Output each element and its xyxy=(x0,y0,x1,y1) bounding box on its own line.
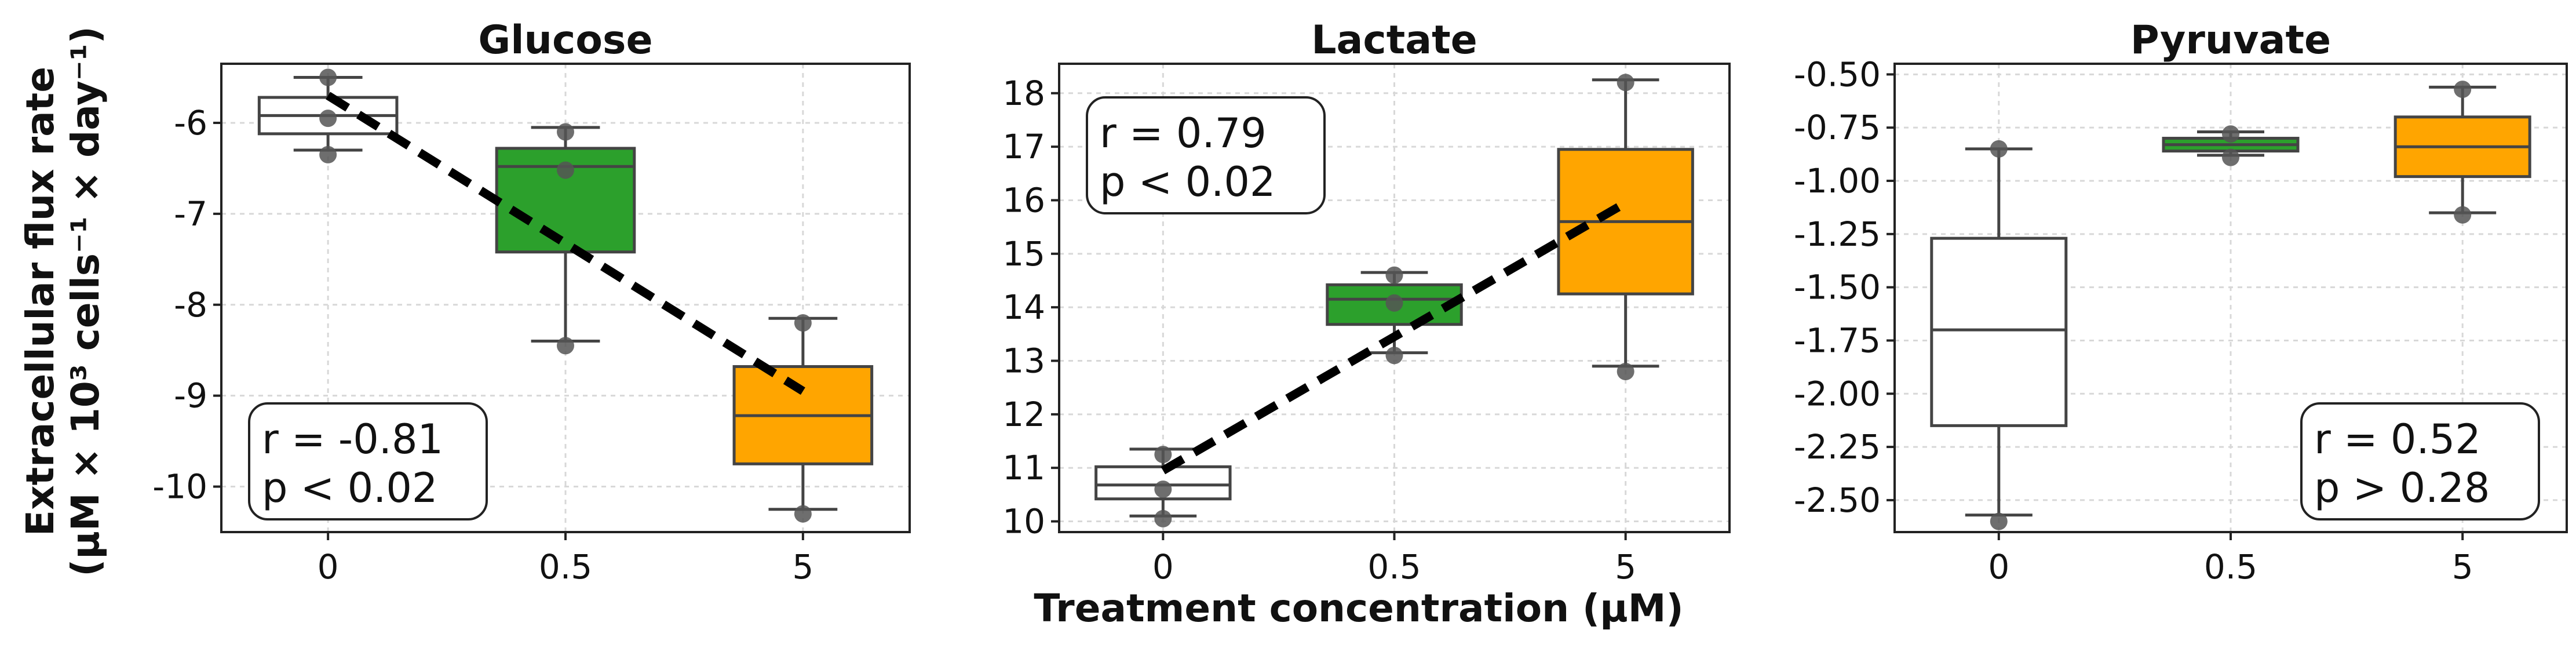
stats-annotation: r = 0.79p < 0.02 xyxy=(1086,96,1326,214)
x-tick-label: 5 xyxy=(2452,547,2473,587)
y-tick-label: 18 xyxy=(1002,74,1045,113)
y-tick-label: 16 xyxy=(1002,180,1045,220)
y-tick-label: -1.50 xyxy=(1794,268,1881,307)
x-axis-label: Treatment concentration (µM) xyxy=(1034,586,1683,631)
box-5 xyxy=(1557,74,1694,380)
y-tick-label: -1.25 xyxy=(1794,214,1881,254)
data-point xyxy=(1385,266,1403,284)
box-0 xyxy=(257,68,399,163)
y-tick-label: -6 xyxy=(174,103,207,143)
data-point xyxy=(1154,480,1172,498)
x-tick-label: 0 xyxy=(1152,547,1174,587)
data-point xyxy=(2454,206,2472,224)
data-point xyxy=(557,337,574,355)
data-point xyxy=(1617,362,1634,380)
y-tick-label: -8 xyxy=(174,285,207,325)
data-point xyxy=(1385,294,1403,312)
y-tick-label: -10 xyxy=(152,467,207,507)
box-0.5 xyxy=(2162,125,2300,166)
y-tick-label: 14 xyxy=(1002,287,1045,327)
annotation-p: p < 0.02 xyxy=(262,464,437,512)
x-tick-label: 0.5 xyxy=(2204,547,2257,587)
box-0.5 xyxy=(1326,266,1463,365)
data-point xyxy=(1990,512,2008,530)
annotation-p: p > 0.28 xyxy=(2314,464,2490,512)
data-point xyxy=(2454,81,2472,99)
y-tick-label: -2.00 xyxy=(1794,374,1881,413)
data-point xyxy=(319,110,337,128)
y-tick-label: 10 xyxy=(1002,502,1045,541)
panel-glucose: -10 -9 -8 -7 -6 0 0.5 5 Glucose r = -0.81p < 0.02 xyxy=(152,17,911,587)
data-point xyxy=(2222,125,2239,143)
data-point xyxy=(319,68,337,86)
box-0 xyxy=(1930,140,2068,530)
x-tick-label: 5 xyxy=(792,547,813,587)
annotation-box xyxy=(1086,96,1326,214)
panel-lactate: 10 11 12 13 14 15 16 17 18 0 0.5 5 Lactate r = 0.79p … xyxy=(1002,17,1731,587)
panel-title: Pyruvate xyxy=(2130,17,2331,63)
annotation-r: r = 0.52 xyxy=(2314,416,2481,463)
x-tick-label: 0.5 xyxy=(539,547,592,587)
box-iqr xyxy=(1930,236,2068,427)
y-axis-label-line2: (µM × 10³ cells⁻¹ × day⁻¹) xyxy=(63,26,108,577)
y-tick-label: 13 xyxy=(1002,341,1045,381)
y-tick-label: -1.00 xyxy=(1794,161,1881,201)
y-tick-label: -0.75 xyxy=(1794,108,1881,147)
data-point xyxy=(1990,140,2008,158)
y-tick-label: 11 xyxy=(1002,448,1045,487)
data-point xyxy=(1385,347,1403,365)
data-point xyxy=(1154,509,1172,527)
data-point xyxy=(794,314,812,332)
annotation-box xyxy=(2300,402,2540,520)
data-point xyxy=(2222,148,2239,166)
x-tick-label: 0 xyxy=(1988,547,2009,587)
annotation-box xyxy=(248,402,488,520)
y-axis-label-line1: Extracellular flux rate xyxy=(18,67,63,536)
box-0 xyxy=(1094,446,1232,527)
y-tick-label: -1.75 xyxy=(1794,321,1881,360)
y-tick-label: 12 xyxy=(1002,395,1045,434)
x-tick-label: 0 xyxy=(318,547,339,587)
annotation-p: p < 0.02 xyxy=(1100,158,1275,206)
x-tick-label: 0.5 xyxy=(1367,547,1421,587)
panel-pyruvate: -2.50 -2.25 -2.00 -1.75 -1.50 -1.25 -1.00 -0.75… xyxy=(1794,17,2568,587)
y-tick-label: -2.25 xyxy=(1794,427,1881,467)
box-5 xyxy=(2393,81,2531,224)
data-point xyxy=(557,123,574,141)
data-point xyxy=(1617,74,1634,92)
stats-annotation: r = 0.52p > 0.28 xyxy=(2300,402,2540,520)
data-point xyxy=(1154,446,1172,464)
y-tick-label: 15 xyxy=(1002,234,1045,274)
annotation-r: r = 0.79 xyxy=(1100,110,1267,157)
annotation-r: r = -0.81 xyxy=(262,416,443,463)
panel-title: Glucose xyxy=(478,17,652,63)
box-0.5 xyxy=(495,123,636,355)
x-tick-label: 5 xyxy=(1615,547,1636,587)
stats-annotation: r = -0.81p < 0.02 xyxy=(248,402,488,520)
y-tick-label: -9 xyxy=(174,376,207,416)
y-tick-label: -0.50 xyxy=(1794,54,1881,94)
y-tick-label: 17 xyxy=(1002,127,1045,166)
data-point xyxy=(794,505,812,523)
data-point xyxy=(557,161,574,179)
y-tick-label: -2.50 xyxy=(1794,480,1881,520)
y-tick-label: -7 xyxy=(174,194,207,234)
panel-title: Lactate xyxy=(1311,17,1477,63)
box-5 xyxy=(732,314,874,523)
data-point xyxy=(319,145,337,163)
trend-line xyxy=(326,92,805,395)
trend-line xyxy=(1161,199,1628,475)
